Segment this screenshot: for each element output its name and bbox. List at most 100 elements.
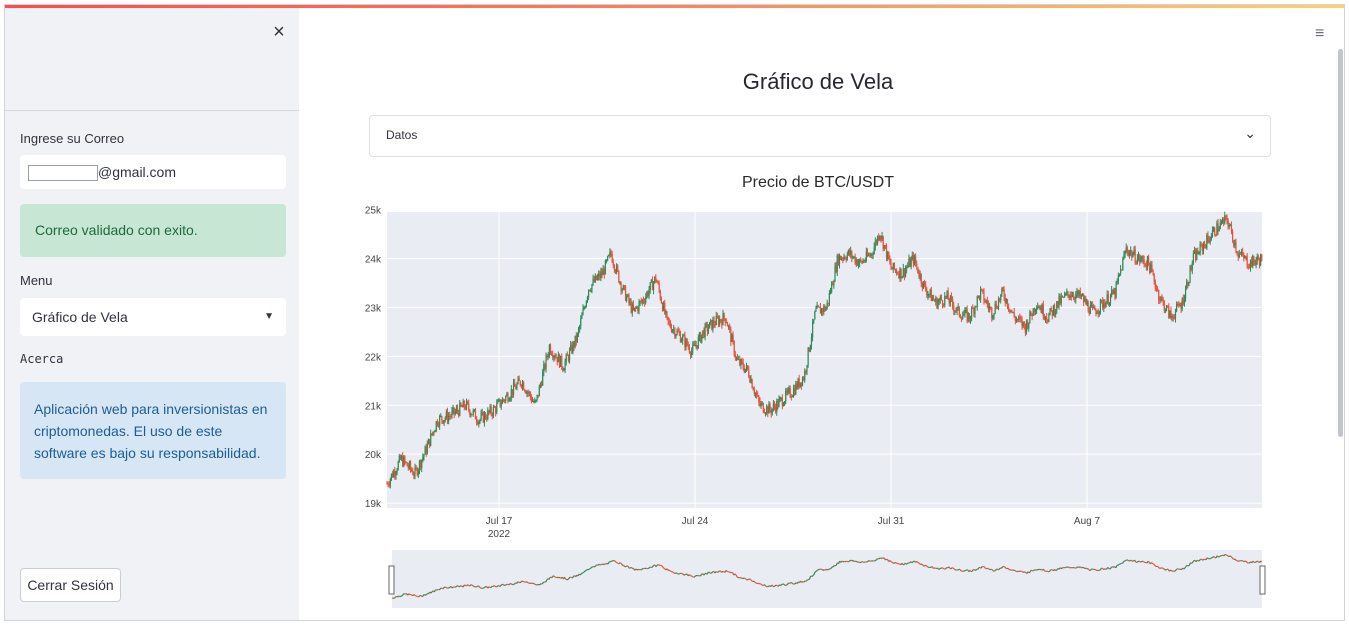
rangeslider-segment	[445, 586, 447, 589]
candle-body	[999, 299, 1001, 301]
y-tick-label: 24k	[365, 254, 382, 265]
rangeslider-segment	[1027, 571, 1030, 574]
email-field[interactable]: @gmail.com	[20, 155, 286, 189]
rangeslider-segment	[494, 585, 496, 588]
candle-body	[585, 300, 587, 307]
rangeslider-segment	[841, 560, 844, 563]
rangeslider-segment	[760, 583, 763, 586]
candle-body	[741, 359, 743, 363]
candle-body	[1198, 253, 1200, 255]
candle-body	[983, 291, 985, 302]
candle-body	[590, 290, 592, 292]
rangeslider-segment	[1001, 565, 1004, 568]
rangeslider-segment	[1126, 559, 1129, 561]
rangeslider-segment	[751, 580, 754, 583]
candle-body	[679, 333, 682, 343]
candle-body	[393, 471, 395, 478]
rangeslider-segment	[1105, 568, 1108, 570]
candle-body	[406, 462, 408, 467]
candle-body	[1153, 274, 1155, 282]
rangeslider-segment	[721, 570, 724, 573]
candle-body	[927, 294, 929, 296]
rangeslider-segment	[987, 567, 990, 570]
candle-body	[648, 290, 650, 296]
candle-body	[739, 359, 741, 366]
rangeslider-segment	[734, 573, 737, 576]
rangeslider-segment	[1079, 566, 1082, 569]
menu-select[interactable]: Gráfico de Vela ▼	[20, 298, 286, 336]
candle-body	[984, 301, 986, 303]
candle-body	[672, 329, 674, 332]
candle-body	[903, 268, 906, 276]
rangeslider-segment	[456, 585, 458, 587]
candle-body	[476, 419, 478, 422]
candle-body	[878, 236, 880, 240]
candle-body	[910, 258, 912, 267]
candle-body	[946, 291, 948, 298]
candle-body	[1186, 281, 1188, 289]
rangeslider-segment	[805, 579, 808, 582]
candle-body	[388, 484, 390, 486]
candle-body	[819, 307, 822, 314]
rangeslider-segment	[1014, 569, 1016, 572]
candle-body	[749, 376, 751, 383]
candle-body	[628, 294, 630, 303]
info-alert: Aplicación web para inversionistas en cr…	[20, 382, 286, 479]
candle-body	[990, 307, 992, 309]
candle-body	[470, 414, 472, 416]
candlestick-chart[interactable]: 19k 20k 21k 22k 23k 24k 25k Jul 17 2022 Jul 24 Jul…	[345, 200, 1285, 620]
rangeslider-segment	[609, 560, 612, 563]
rangeslider-left-handle[interactable]	[388, 565, 395, 595]
dropdown-caret-icon: ▼	[264, 311, 274, 322]
candle-body	[538, 385, 540, 397]
candle-body	[486, 418, 488, 420]
candle-body	[1051, 310, 1053, 316]
candle-body	[1068, 294, 1070, 298]
rangeslider-segment	[478, 585, 481, 588]
candle-body	[924, 281, 926, 285]
rangeslider-segment	[693, 576, 696, 578]
rangeslider-segment	[573, 575, 575, 577]
rangeslider-segment	[855, 560, 858, 563]
candle-body	[762, 403, 764, 413]
candle-body	[609, 251, 611, 255]
candle-body	[866, 251, 869, 256]
candle-body	[1107, 294, 1109, 305]
rangeslider-segment	[1152, 563, 1154, 565]
data-expander[interactable]: Datos ⌄	[369, 115, 1271, 157]
rangeslider-segment	[1006, 567, 1009, 570]
candle-body	[940, 296, 942, 301]
candle-body	[1144, 264, 1146, 266]
candle-body	[591, 284, 593, 291]
candle-body	[552, 354, 554, 358]
candle-body	[953, 305, 955, 312]
email-value: @gmail.com	[98, 164, 177, 180]
rangeslider-segment	[921, 563, 924, 566]
rangeslider-right-handle[interactable]	[1259, 565, 1266, 595]
candle-body	[1030, 311, 1032, 316]
candle-body	[630, 301, 632, 313]
close-sidebar-icon[interactable]: ×	[273, 21, 285, 43]
scrollbar-thumb[interactable]	[1338, 49, 1343, 437]
rangeslider-segment	[585, 569, 588, 572]
candle-body	[792, 388, 795, 397]
rangeslider-segment	[1192, 560, 1195, 563]
candle-body	[473, 409, 475, 411]
candle-body	[1011, 310, 1013, 313]
candle-body	[1189, 265, 1191, 283]
candle-body	[1169, 310, 1171, 318]
hamburger-menu-icon[interactable]: ≡	[1315, 25, 1325, 42]
candle-body	[1142, 256, 1144, 260]
candle-body	[1163, 301, 1165, 311]
rangeslider-segment	[413, 594, 416, 597]
y-tick-label: 19k	[365, 499, 382, 510]
logout-button[interactable]: Cerrar Sesión	[20, 568, 121, 602]
candle-body	[572, 342, 574, 353]
rangeslider-segment	[822, 569, 825, 571]
rangeslider-segment	[1131, 559, 1133, 562]
candle-body	[488, 410, 490, 413]
rangeslider-segment	[1024, 571, 1026, 573]
candle-body	[788, 388, 790, 390]
candle-body	[949, 296, 951, 304]
rangeslider-segment	[811, 575, 814, 578]
